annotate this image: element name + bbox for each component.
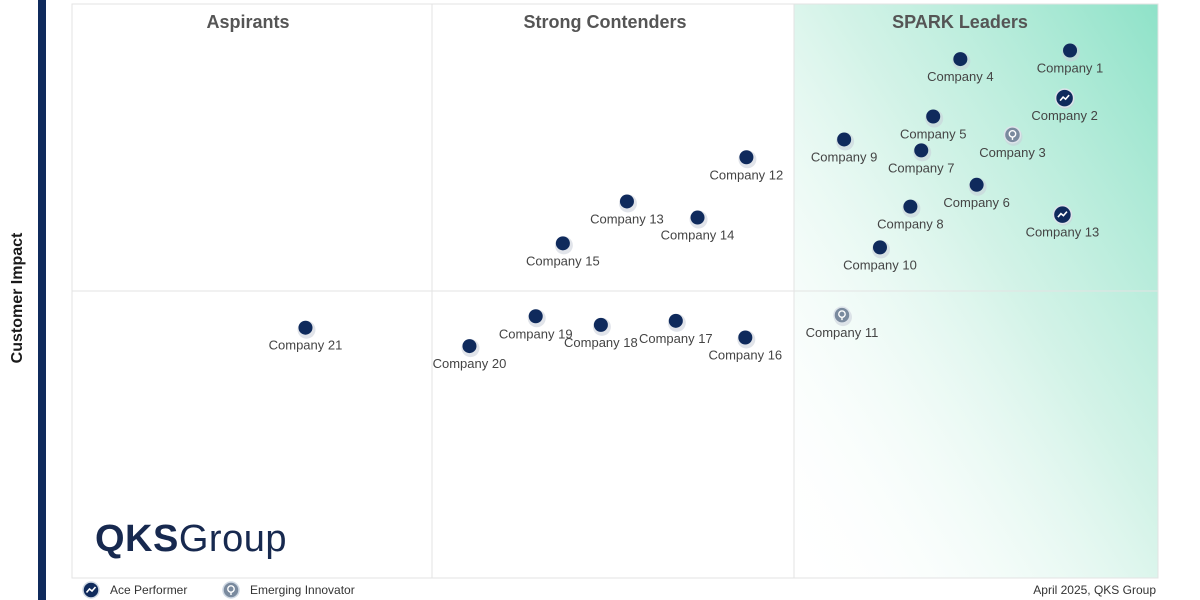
- quadrant-title-aspirants: Aspirants: [206, 12, 289, 32]
- data-point: Company 21: [269, 320, 343, 353]
- innovator-glyph: [1008, 129, 1017, 138]
- point-marker: [528, 309, 543, 324]
- data-point: Company 13: [590, 194, 664, 226]
- data-point: Company 12: [710, 150, 784, 182]
- data-point: Company 5: [900, 109, 966, 142]
- legend-emerging-innovator: Emerging Innovator: [222, 581, 355, 599]
- point-marker: [914, 143, 929, 158]
- legend-innovator-label: Emerging Innovator: [250, 583, 355, 597]
- point-label: Company 21: [269, 338, 343, 353]
- point-marker: [1063, 43, 1078, 58]
- ace-performer-icon: [82, 581, 100, 599]
- point-label: Company 4: [927, 69, 993, 84]
- point-marker: [593, 317, 608, 332]
- point-label: Company 14: [661, 228, 735, 243]
- quadrant-title-strong-contenders: Strong Contenders: [523, 12, 686, 32]
- data-point: Company 6: [943, 177, 1010, 210]
- point-marker: [872, 240, 887, 255]
- point-label: Company 17: [639, 331, 713, 346]
- innovator-glyph: [838, 310, 846, 319]
- data-point: Company 4: [927, 52, 994, 84]
- point-label: Company 8: [877, 217, 943, 232]
- point-marker: [462, 339, 477, 354]
- point-label: Company 18: [564, 335, 638, 350]
- ace-glyph: [1057, 211, 1068, 218]
- data-point: Company 16: [708, 330, 782, 362]
- point-marker: [619, 194, 634, 209]
- qks-group-logo: QKSGroup: [95, 518, 287, 560]
- point-label: Company 20: [433, 356, 507, 371]
- point-label: Company 1: [1037, 60, 1103, 75]
- point-marker: [555, 236, 570, 251]
- point-label: Company 13: [590, 211, 664, 226]
- point-label: Company 9: [811, 149, 877, 164]
- data-point: Company 9: [811, 132, 877, 164]
- point-label: Company 15: [526, 253, 600, 268]
- data-points: Company 1 Company 2 Company 3 Company 4 Comp…: [269, 43, 1103, 371]
- point-label: Company 7: [888, 160, 954, 175]
- point-marker: [668, 313, 683, 328]
- data-point: Company 20: [433, 339, 507, 371]
- legend-ace-label: Ace Performer: [110, 583, 188, 597]
- data-point: Company 15: [526, 236, 600, 268]
- point-label: Company 5: [900, 127, 966, 142]
- emerging-innovator-marker: [1003, 126, 1022, 144]
- point-label: Company 16: [708, 347, 782, 362]
- point-marker: [953, 52, 968, 67]
- data-point: Company 18: [564, 317, 638, 350]
- point-label: Company 13: [1026, 225, 1100, 240]
- data-point: Company 17: [639, 313, 713, 346]
- point-marker: [837, 132, 852, 147]
- legend-ace-performer: Ace Performer: [82, 581, 187, 599]
- point-marker: [739, 150, 754, 165]
- y-axis-bar: [38, 0, 46, 600]
- data-point: Company 19: [499, 309, 573, 341]
- point-label: Company 19: [499, 326, 573, 341]
- data-point: Company 8: [877, 199, 944, 232]
- point-label: Company 11: [806, 325, 879, 340]
- point-label: Company 2: [1031, 108, 1097, 123]
- point-marker: [738, 330, 753, 345]
- data-point: Company 13: [1026, 204, 1100, 240]
- point-label: Company 3: [979, 145, 1045, 160]
- point-marker: [926, 109, 941, 124]
- emerging-innovator-marker: [833, 306, 851, 324]
- data-point: Company 1: [1037, 43, 1103, 75]
- emerging-innovator-icon: [222, 581, 240, 599]
- point-label: Company 12: [710, 167, 784, 182]
- data-point: Company 10: [843, 240, 917, 272]
- data-point: Company 7: [888, 143, 954, 175]
- point-marker: [903, 199, 918, 214]
- data-point: Company 2: [1031, 88, 1098, 123]
- point-label: Company 6: [943, 195, 1009, 210]
- point-marker: [969, 177, 984, 192]
- data-point: Company 3: [979, 126, 1046, 160]
- quadrant-title-spark-leaders: SPARK Leaders: [892, 12, 1028, 32]
- data-point: Company 14: [661, 210, 735, 243]
- point-marker: [690, 210, 705, 225]
- point-label: Company 10: [843, 257, 917, 272]
- source-note: April 2025, QKS Group: [1033, 583, 1156, 597]
- ace-glyph: [1059, 94, 1070, 102]
- data-point: Company 11: [806, 306, 879, 340]
- point-marker: [298, 320, 313, 335]
